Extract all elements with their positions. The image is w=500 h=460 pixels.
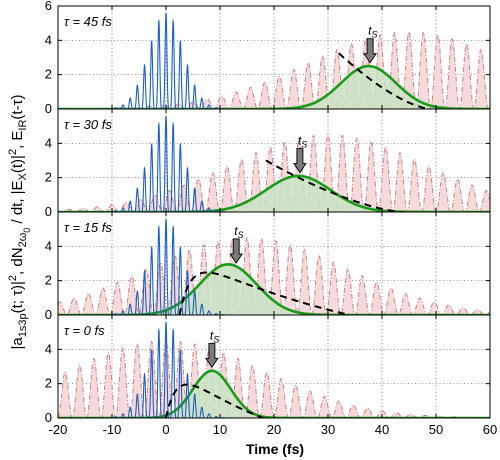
y-axis-label-part: 2 [7,149,19,155]
ir-field-line [58,237,490,315]
y-tick-label: 4 [45,341,52,356]
population-dashed-line [178,271,350,315]
x-tick-label: -10 [103,422,122,437]
y-axis-label-part: , E [9,131,26,149]
chart-axes: -20 -10 0 10 20 30 40 50 60 [49,422,498,437]
tau-label: τ = 0 fs [64,323,105,338]
y-axis-label-part: 2 [7,275,19,281]
population-dashed-line [265,159,404,212]
ts-label: tS [210,328,219,344]
y-axis-label-part: (t-τ) [9,94,26,119]
y-axis-label: |a1s3p(t; τ)|2, dN2ω0 / dt, |EX(t)|2, EI… [7,94,32,349]
x-tick-label: 60 [483,422,497,437]
panel-tau-0: tS τ = 0 fs 0 2 4 [45,314,491,425]
ionization-rate-fill [58,264,490,315]
y-axis-label-part: 2ω [17,232,29,247]
ts-label: tS [234,224,243,240]
x-tick-label: 40 [375,422,389,437]
x-axis-label: Time (fs) [246,441,304,457]
y-axis-label-part: |a [9,337,26,350]
x-tick-label: -20 [49,422,68,437]
panel-tau-15: tS τ = 15 fs 0 2 4 [45,211,491,322]
y-tick-label: 0 [45,204,52,219]
ts-label: tS [368,24,377,40]
ir-field-line [58,134,490,212]
y-tick-label: 2 [45,376,52,391]
x-tick-label: 20 [267,422,281,437]
population-dashed-line [165,383,264,418]
x-tick-label: 30 [321,422,335,437]
y-tick-label: 2 [45,273,52,288]
ts-arrow [293,148,307,174]
ionization-rate-fill [58,66,490,109]
y-axis-label-part: IR [17,120,29,131]
x-tick-label: 50 [429,422,443,437]
plot-area [58,6,490,109]
x-tick-label: 10 [213,422,227,437]
ts-label: tS [298,134,307,150]
xuv-pulse-line [101,115,231,212]
y-tick-label: 0 [45,307,52,322]
xuv-pulse-line [101,321,231,418]
tau-label: τ = 30 fs [64,117,112,132]
plot-area [58,212,490,315]
ts-arrow [205,342,219,369]
ir-field-fill [58,340,490,418]
y-axis-label-part: (t; τ)| [9,281,26,313]
y-tick-label: 4 [45,135,52,150]
ir-field-fill [58,237,490,315]
y-tick-label: 2 [45,67,52,82]
y-tick-label: 4 [45,238,52,253]
y-tick-label: 4 [45,32,52,47]
chart-panels: tS τ = 45 fs 0 2 4 6 tS τ = 30 fs 0 2 4 tS τ = 15 fs… [45,0,491,425]
x-tick-label: 0 [162,422,169,437]
plot-area [58,109,490,212]
xuv-pulse-line [101,12,231,109]
panel-tau-45: tS τ = 45 fs 0 2 4 6 [45,0,491,116]
y-axis-label-part: (t)| [9,155,26,173]
xuv-pulse-line [101,218,231,315]
y-axis-label-part: 1s3p [17,313,29,337]
ir-field-fill [58,134,490,212]
tau-label: τ = 45 fs [64,14,112,29]
y-axis-label-part: X [17,172,29,180]
y-axis-label-part: 0 [22,228,32,233]
y-tick-label: 0 [45,101,52,116]
plot-area [58,315,490,418]
ts-arrow [229,238,244,264]
ionization-rate-fill [58,175,490,212]
ts-arrow [363,38,377,64]
y-tick-label: 6 [45,0,52,13]
tau-label: τ = 15 fs [64,220,112,235]
y-tick-label: 2 [45,170,52,185]
y-axis-label-part: , dN [9,247,26,275]
y-tick-label: 0 [45,410,52,425]
y-axis-label-part: / dt, |E [9,180,26,227]
panel-tau-30: tS τ = 30 fs 0 2 4 [45,108,491,219]
